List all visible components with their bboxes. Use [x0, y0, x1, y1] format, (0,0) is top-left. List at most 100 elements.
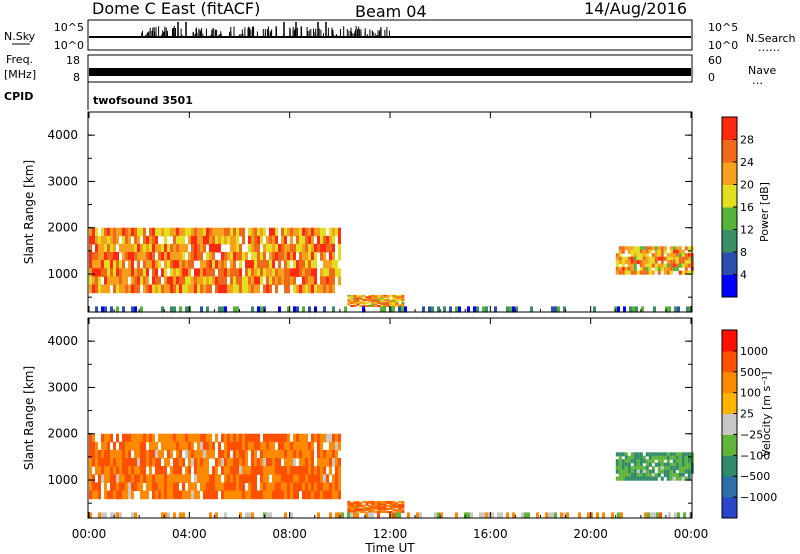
echo-cell	[143, 227, 146, 237]
echo-cell	[669, 462, 673, 467]
echo-cell	[657, 462, 661, 467]
echo-cell	[389, 506, 393, 509]
echo-cell	[398, 305, 402, 307]
echo-cell	[624, 476, 628, 481]
echo-cell	[359, 305, 363, 307]
echo-cell	[233, 235, 236, 245]
echo-cell	[290, 235, 293, 245]
echo-cell	[665, 306, 668, 313]
echo-cell	[101, 243, 104, 253]
echo-cell	[624, 260, 628, 265]
echo-cell	[651, 476, 655, 481]
echo-cell	[131, 512, 134, 519]
echo-cell	[687, 473, 691, 478]
echo-cell	[401, 299, 405, 302]
echo-cell	[119, 227, 122, 237]
echo-cell	[227, 284, 230, 294]
echo-cell	[263, 441, 266, 451]
echo-cell	[305, 466, 308, 475]
echo-cell	[672, 462, 676, 467]
echo-cell	[476, 306, 479, 313]
echo-cell	[308, 458, 311, 467]
echo-cell	[627, 249, 631, 254]
echo-cell	[639, 263, 643, 268]
cpid-label: CPID	[4, 90, 33, 103]
echo-cell	[119, 449, 122, 459]
echo-cell	[392, 506, 396, 509]
echo-cell	[137, 433, 140, 443]
echo-cell	[353, 505, 357, 508]
echo-cell	[287, 441, 290, 451]
echo-cell	[185, 490, 188, 500]
echo-cell	[639, 459, 643, 464]
echo-cell	[353, 506, 357, 509]
echo-cell	[359, 296, 363, 299]
echo-cell	[95, 441, 98, 451]
echo-cell	[317, 449, 320, 459]
echo-cell	[158, 458, 161, 467]
colorbar-swatch	[722, 476, 737, 498]
echo-cell	[257, 458, 260, 467]
echo-cell	[287, 458, 290, 467]
echo-cell	[257, 227, 260, 237]
echo-cell	[155, 482, 158, 492]
echo-cell	[648, 263, 652, 268]
echo-cell	[173, 235, 176, 245]
echo-cell	[143, 433, 146, 443]
echo-cell	[143, 284, 146, 294]
echo-cell	[113, 458, 116, 467]
echo-cell	[215, 490, 218, 500]
echo-cell	[128, 243, 131, 253]
echo-cell	[224, 268, 227, 277]
echo-cell	[647, 512, 650, 519]
echo-cell	[624, 466, 628, 471]
echo-cell	[639, 249, 643, 254]
echo-cell	[209, 474, 212, 483]
echo-cell	[254, 260, 257, 269]
echo-cell	[134, 433, 137, 443]
echo-cell	[686, 306, 689, 313]
echo-cell	[651, 459, 655, 464]
echo-cell	[236, 227, 239, 237]
echo-cell	[254, 227, 257, 237]
echo-cell	[203, 458, 206, 467]
echo-cell	[206, 227, 209, 237]
echo-cell	[395, 508, 399, 511]
echo-cell	[125, 449, 128, 459]
echo-cell	[398, 505, 402, 508]
echo-cell	[206, 260, 209, 269]
echo-cell	[666, 256, 670, 261]
echo-cell	[176, 466, 179, 475]
echo-cell	[113, 441, 116, 451]
echo-cell	[383, 505, 387, 508]
echo-cell	[281, 474, 284, 483]
echo-cell	[221, 433, 224, 443]
echo-cell	[248, 284, 251, 294]
echo-cell	[335, 268, 338, 277]
echo-cell	[173, 433, 176, 443]
echo-cell	[140, 243, 143, 253]
echo-cell	[338, 490, 341, 500]
echo-cell	[615, 469, 619, 474]
echo-cell	[639, 466, 643, 471]
echo-cell	[278, 306, 281, 313]
echo-cell	[398, 299, 402, 302]
echo-cell	[347, 299, 351, 302]
echo-cell	[146, 433, 149, 443]
echo-cell	[389, 300, 393, 303]
echo-cell	[122, 474, 125, 483]
time-axis: 00:00 04:00 08:00 12:00 16:00 20:00 00:00	[72, 112, 708, 541]
colorbar-swatch	[722, 117, 737, 140]
echo-cell	[185, 268, 188, 277]
echo-cell	[657, 466, 661, 471]
echo-cell	[287, 306, 290, 313]
echo-cell	[654, 473, 658, 478]
echo-cell	[305, 474, 308, 483]
echo-cell	[92, 482, 95, 492]
echo-cell	[248, 466, 251, 475]
echo-cell	[290, 458, 293, 467]
echo-cell	[296, 235, 299, 245]
echo-cell	[618, 270, 622, 275]
echo-cell	[176, 227, 179, 237]
